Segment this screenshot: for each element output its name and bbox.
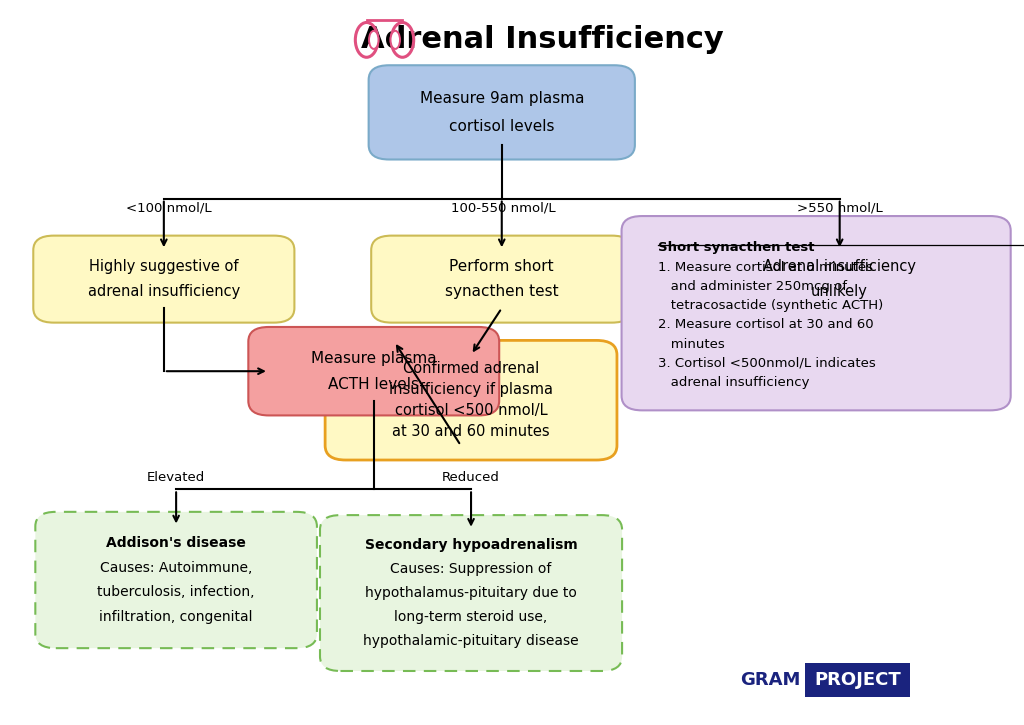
Ellipse shape bbox=[369, 31, 379, 49]
Text: adrenal insufficiency: adrenal insufficiency bbox=[658, 376, 810, 389]
FancyBboxPatch shape bbox=[33, 236, 295, 323]
Text: Adrenal insufficiency: Adrenal insufficiency bbox=[763, 259, 916, 274]
Text: tuberculosis, infection,: tuberculosis, infection, bbox=[97, 586, 255, 600]
Text: Elevated: Elevated bbox=[147, 471, 205, 484]
FancyBboxPatch shape bbox=[35, 512, 316, 648]
FancyBboxPatch shape bbox=[805, 663, 910, 697]
FancyBboxPatch shape bbox=[369, 65, 635, 160]
Text: 2. Measure cortisol at 30 and 60: 2. Measure cortisol at 30 and 60 bbox=[658, 318, 874, 331]
Text: ACTH levels: ACTH levels bbox=[329, 376, 419, 392]
Text: tetracosactide (synthetic ACTH): tetracosactide (synthetic ACTH) bbox=[658, 299, 884, 312]
Text: Reduced: Reduced bbox=[442, 471, 500, 484]
FancyBboxPatch shape bbox=[371, 236, 632, 323]
Text: insufficiency if plasma: insufficiency if plasma bbox=[389, 382, 553, 397]
Text: synacthen test: synacthen test bbox=[445, 284, 558, 299]
Text: cortisol <500 nmol/L: cortisol <500 nmol/L bbox=[394, 403, 548, 418]
FancyBboxPatch shape bbox=[326, 341, 616, 460]
Text: <100 nmol/L: <100 nmol/L bbox=[126, 202, 212, 215]
Text: adrenal insufficiency: adrenal insufficiency bbox=[88, 284, 240, 299]
Text: unlikely: unlikely bbox=[811, 284, 868, 299]
Text: Causes: Suppression of: Causes: Suppression of bbox=[390, 562, 552, 576]
FancyBboxPatch shape bbox=[319, 515, 622, 671]
Ellipse shape bbox=[390, 31, 400, 49]
Text: Confirmed adrenal: Confirmed adrenal bbox=[402, 361, 540, 376]
Text: hypothalamic-pituitary disease: hypothalamic-pituitary disease bbox=[364, 634, 579, 648]
FancyBboxPatch shape bbox=[249, 327, 500, 415]
Text: at 30 and 60 minutes: at 30 and 60 minutes bbox=[392, 424, 550, 439]
Text: hypothalamus-pituitary due to: hypothalamus-pituitary due to bbox=[366, 586, 577, 600]
FancyBboxPatch shape bbox=[622, 216, 1011, 410]
Text: cortisol levels: cortisol levels bbox=[449, 119, 555, 134]
Text: minutes: minutes bbox=[658, 338, 725, 350]
Text: GRAM: GRAM bbox=[740, 671, 801, 689]
Text: infiltration, congenital: infiltration, congenital bbox=[99, 610, 253, 624]
Text: PROJECT: PROJECT bbox=[814, 671, 901, 689]
Text: 100-550 nmol/L: 100-550 nmol/L bbox=[452, 202, 556, 215]
Text: long-term steroid use,: long-term steroid use, bbox=[394, 610, 548, 624]
FancyBboxPatch shape bbox=[709, 236, 970, 323]
Text: >550 nmol/L: >550 nmol/L bbox=[797, 202, 883, 215]
Text: Short synacthen test: Short synacthen test bbox=[658, 241, 815, 254]
Text: 3. Cortisol <500nmol/L indicates: 3. Cortisol <500nmol/L indicates bbox=[658, 357, 877, 370]
Text: Secondary hypoadrenalism: Secondary hypoadrenalism bbox=[365, 538, 578, 552]
Text: Highly suggestive of: Highly suggestive of bbox=[89, 259, 239, 274]
Text: Addison's disease: Addison's disease bbox=[106, 536, 246, 550]
Text: Causes: Autoimmune,: Causes: Autoimmune, bbox=[100, 560, 252, 574]
Text: and administer 250mcg of: and administer 250mcg of bbox=[658, 280, 848, 293]
Text: Perform short: Perform short bbox=[450, 259, 554, 274]
Text: 1. Measure cortisol at 0 minutes: 1. Measure cortisol at 0 minutes bbox=[658, 261, 873, 273]
Text: Measure 9am plasma: Measure 9am plasma bbox=[420, 91, 584, 106]
Text: Adrenal Insufficiency: Adrenal Insufficiency bbox=[361, 25, 724, 54]
Text: Measure plasma: Measure plasma bbox=[311, 351, 436, 366]
